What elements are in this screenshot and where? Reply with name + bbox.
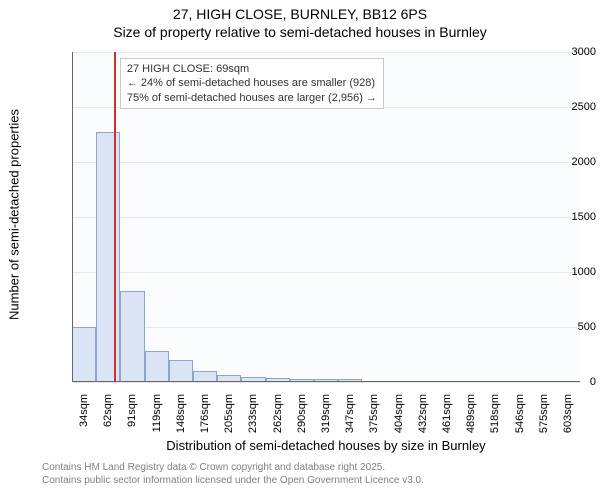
y-axis-label: Number of semi-detached properties — [7, 75, 22, 355]
x-tick-label: 347sqm — [344, 394, 356, 442]
gridline — [72, 327, 580, 328]
bar — [145, 351, 169, 382]
x-tick-label: 262sqm — [272, 394, 284, 442]
bar — [72, 327, 96, 382]
x-tick-label: 319sqm — [320, 394, 332, 442]
x-tick-label: 290sqm — [296, 394, 308, 442]
gridline — [72, 272, 580, 273]
x-tick-label: 404sqm — [393, 394, 405, 442]
x-tick-label: 375sqm — [368, 394, 380, 442]
title-line-1: 27, HIGH CLOSE, BURNLEY, BB12 6PS — [0, 6, 600, 24]
bar — [96, 132, 120, 382]
y-tick-label: 1000 — [530, 266, 596, 278]
y-tick-label: 2500 — [530, 101, 596, 113]
x-tick-label: 233sqm — [247, 394, 259, 442]
annotation-box: 27 HIGH CLOSE: 69sqm ← 24% of semi-detac… — [120, 58, 384, 109]
title-line-2: Size of property relative to semi-detach… — [0, 24, 600, 42]
chart-area: 27 HIGH CLOSE: 69sqm ← 24% of semi-detac… — [72, 52, 580, 382]
x-tick-label: 575sqm — [538, 394, 550, 442]
y-tick-label: 0 — [530, 376, 596, 388]
gridline — [72, 52, 580, 53]
gridline — [72, 162, 580, 163]
x-tick-label: 546sqm — [514, 394, 526, 442]
x-tick-label: 205sqm — [223, 394, 235, 442]
bar — [120, 291, 144, 382]
footer-line-1: Contains HM Land Registry data © Crown c… — [42, 462, 600, 475]
annotation-line-2: ← 24% of semi-detached houses are smalle… — [127, 76, 377, 90]
x-tick-label: 62sqm — [102, 394, 114, 442]
y-tick-label: 3000 — [530, 46, 596, 58]
highlight-marker-line — [114, 52, 116, 382]
gridline — [72, 217, 580, 218]
annotation-line-1: 27 HIGH CLOSE: 69sqm — [127, 62, 377, 76]
x-tick-label: 176sqm — [199, 394, 211, 442]
footer-line-2: Contains public sector information licen… — [42, 475, 600, 488]
x-tick-label: 603sqm — [562, 394, 574, 442]
x-tick-label: 432sqm — [417, 394, 429, 442]
bar — [169, 360, 193, 382]
x-tick-label: 148sqm — [175, 394, 187, 442]
x-axis-label: Distribution of semi-detached houses by … — [72, 438, 580, 453]
x-tick-label: 518sqm — [489, 394, 501, 442]
y-tick-label: 500 — [530, 321, 596, 333]
x-axis-line — [72, 381, 580, 382]
chart-container: 27, HIGH CLOSE, BURNLEY, BB12 6PS Size o… — [0, 0, 600, 500]
footer: Contains HM Land Registry data © Crown c… — [0, 462, 600, 487]
y-axis-line — [72, 52, 73, 382]
y-tick-label: 2000 — [530, 156, 596, 168]
annotation-line-3: 75% of semi-detached houses are larger (… — [127, 91, 377, 105]
x-tick-label: 34sqm — [78, 394, 90, 442]
x-tick-label: 91sqm — [126, 394, 138, 442]
y-tick-label: 1500 — [530, 211, 596, 223]
x-tick-label: 489sqm — [465, 394, 477, 442]
gridline — [72, 382, 580, 383]
x-tick-label: 119sqm — [151, 394, 163, 442]
x-tick-label: 461sqm — [441, 394, 453, 442]
title-block: 27, HIGH CLOSE, BURNLEY, BB12 6PS Size o… — [0, 0, 600, 41]
